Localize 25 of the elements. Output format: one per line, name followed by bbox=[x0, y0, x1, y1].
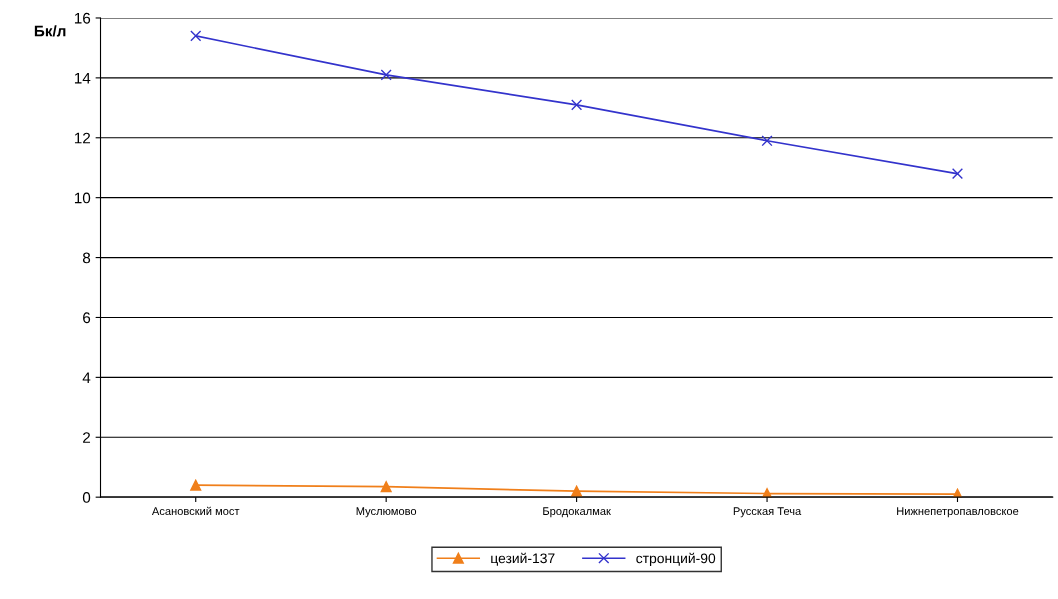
point bbox=[761, 135, 773, 147]
y-tick-label: 6 bbox=[83, 312, 91, 324]
y-axis-title: Бк/л bbox=[34, 25, 66, 37]
x-tick-label: Бродокалмак bbox=[543, 507, 611, 518]
point bbox=[951, 168, 964, 180]
point bbox=[380, 481, 392, 493]
y-tick-label: 16 bbox=[74, 12, 91, 24]
legend-label: стронций-90 bbox=[636, 552, 716, 566]
x-tick-label: Русская Теча bbox=[733, 507, 802, 518]
point bbox=[190, 30, 202, 42]
x-tick-label: Асановский мост bbox=[151, 506, 240, 516]
x-tick-label: Нижнепетропавловское bbox=[897, 507, 1019, 518]
x-tick-label: Муслюмово bbox=[356, 507, 417, 518]
point bbox=[571, 99, 583, 111]
legend-label: цезий-137 bbox=[491, 552, 555, 566]
point bbox=[190, 479, 202, 491]
y-tick-label: 10 bbox=[74, 192, 91, 204]
y-tick-label: 2 bbox=[83, 432, 91, 443]
y-tick-label: 14 bbox=[74, 72, 91, 84]
point bbox=[380, 69, 392, 81]
y-tick-label: 12 bbox=[74, 132, 91, 144]
point bbox=[571, 485, 583, 497]
y-tick-label: 8 bbox=[82, 252, 91, 264]
y-tick-label: 0 bbox=[82, 492, 91, 503]
y-tick-label: 4 bbox=[82, 372, 91, 383]
